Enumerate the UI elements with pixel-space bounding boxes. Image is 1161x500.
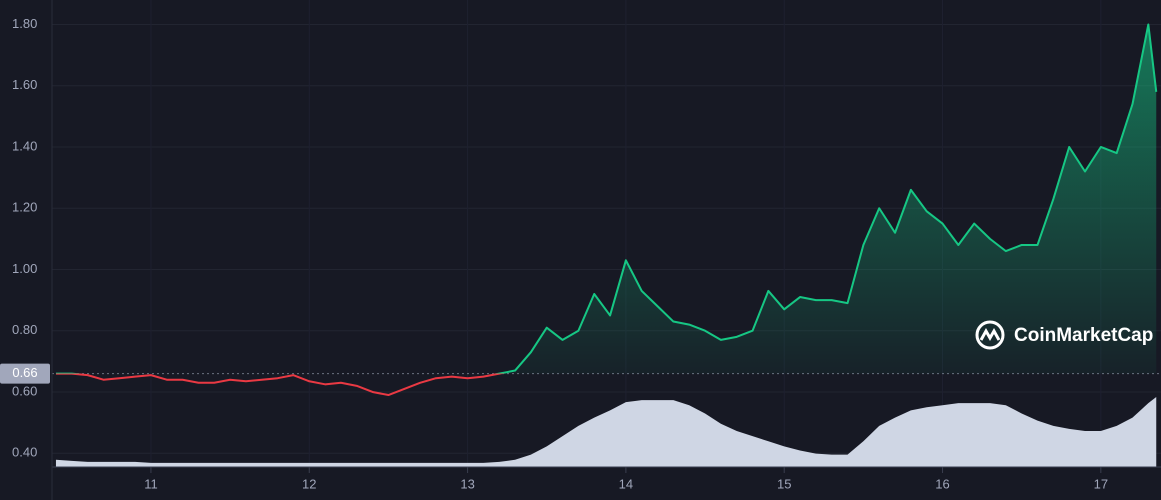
watermark-text: CoinMarketCap xyxy=(1014,325,1153,346)
y-tick-label: 0.40 xyxy=(12,445,37,460)
reference-label: 0.66 xyxy=(12,365,37,380)
watermark: CoinMarketCap xyxy=(975,320,1153,350)
price-area xyxy=(55,24,1157,374)
x-tick-label: 14 xyxy=(619,476,633,491)
x-tick-label: 12 xyxy=(302,476,316,491)
logo xyxy=(975,320,1005,350)
price-line xyxy=(55,23,1158,397)
plot xyxy=(52,23,1161,467)
y-tick-label: 1.80 xyxy=(12,16,37,31)
y-tick-label: 1.20 xyxy=(12,200,37,215)
x-tick-label: 17 xyxy=(1094,476,1108,491)
y-tick-label: 1.40 xyxy=(12,138,37,153)
y-tick-label: 1.60 xyxy=(12,77,37,92)
y-tick-label: 0.80 xyxy=(12,322,37,337)
x-tick-label: 13 xyxy=(460,476,474,491)
y-tick-label: 0.60 xyxy=(12,383,37,398)
volume-area xyxy=(55,397,1157,467)
y-tick-label: 1.00 xyxy=(12,261,37,276)
x-tick-label: 11 xyxy=(144,476,158,491)
x-tick-label: 15 xyxy=(777,476,791,491)
logo-mark xyxy=(979,327,1001,342)
x-tick-label: 16 xyxy=(935,476,949,491)
reference-label-box xyxy=(0,363,50,384)
